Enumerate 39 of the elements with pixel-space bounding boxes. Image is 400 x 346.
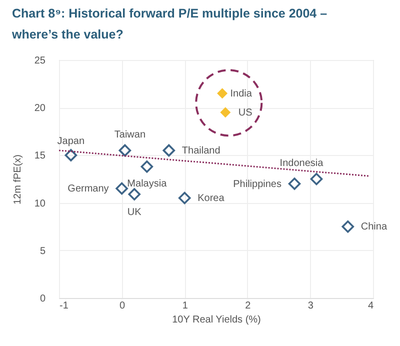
point [178, 192, 191, 204]
annotation: Malaysia [127, 178, 168, 190]
y-tick-label: 15 [34, 150, 46, 162]
annotation: India [230, 88, 252, 100]
point [140, 160, 154, 173]
annotation: Japan [57, 136, 85, 148]
chart-title: Chart 8⁹: Historical forward P/E multiple since 2004 – where’s the value? [11, 6, 328, 42]
point [162, 144, 176, 157]
x-tick-label: 0 [120, 300, 126, 312]
annotation: Taiwan [114, 129, 146, 140]
annotation: China [360, 222, 388, 233]
annotation: Korea [198, 193, 225, 204]
x-axis-title: 10Y Real Yields (%) [172, 314, 261, 326]
y-tick-label: 20 [34, 103, 46, 114]
annotation: UK [127, 207, 142, 218]
point [116, 182, 128, 195]
y-tick-label: 0 [40, 294, 46, 304]
point [128, 188, 141, 200]
x-tick-label: -1 [60, 300, 69, 312]
y-tick-label: 5 [40, 246, 46, 257]
point [64, 149, 78, 162]
y-axis-title: 12m fPE(x) [12, 154, 24, 205]
x-tick-label: 2 [245, 300, 252, 312]
point [310, 172, 323, 186]
y-tick-label: 25 [34, 56, 46, 66]
x-tick-label: 1 [182, 300, 188, 312]
annotation: Thailand [182, 145, 220, 156]
annotation: Indonesia [280, 158, 324, 169]
point [118, 144, 132, 157]
annotation: US [238, 107, 253, 118]
point [220, 107, 231, 118]
annotation: Germany [68, 184, 109, 195]
point [342, 220, 354, 233]
x-tick-label: 3 [308, 300, 314, 312]
annotation: Philippines [233, 178, 282, 190]
point [217, 88, 228, 99]
x-tick-label: 4 [368, 300, 374, 312]
y-tick-label: 10 [34, 198, 46, 210]
point [288, 178, 301, 190]
